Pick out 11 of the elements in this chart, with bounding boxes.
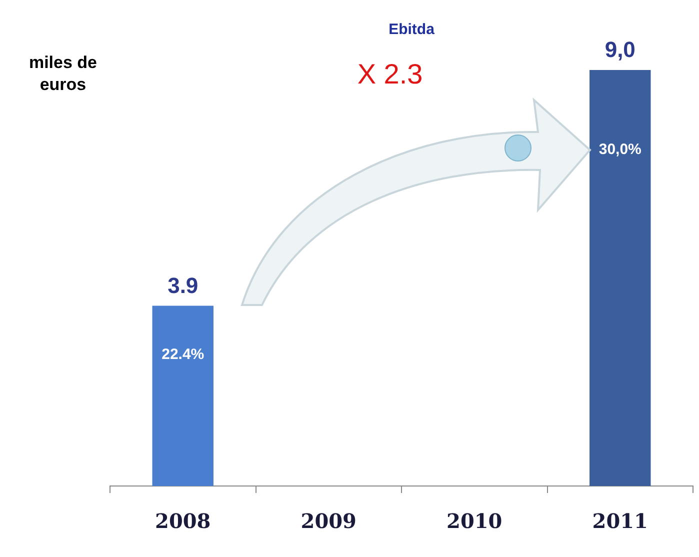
y-axis-title: miles de euros — [28, 52, 98, 96]
x-tick-label: 2011 — [592, 509, 648, 534]
x-tick-label: 2008 — [155, 509, 211, 534]
chart-title: Ebitda — [388, 21, 436, 38]
annotation: 30,0% — [598, 141, 642, 158]
annotation: 22.4% — [162, 346, 204, 364]
data-label: 3.9 — [168, 272, 198, 298]
data-label: 9,0 — [604, 37, 636, 62]
x-tick-label: 2010 — [446, 509, 502, 534]
x-tick-label: 2009 — [300, 509, 356, 534]
annotation: X 2.3 — [357, 58, 423, 90]
